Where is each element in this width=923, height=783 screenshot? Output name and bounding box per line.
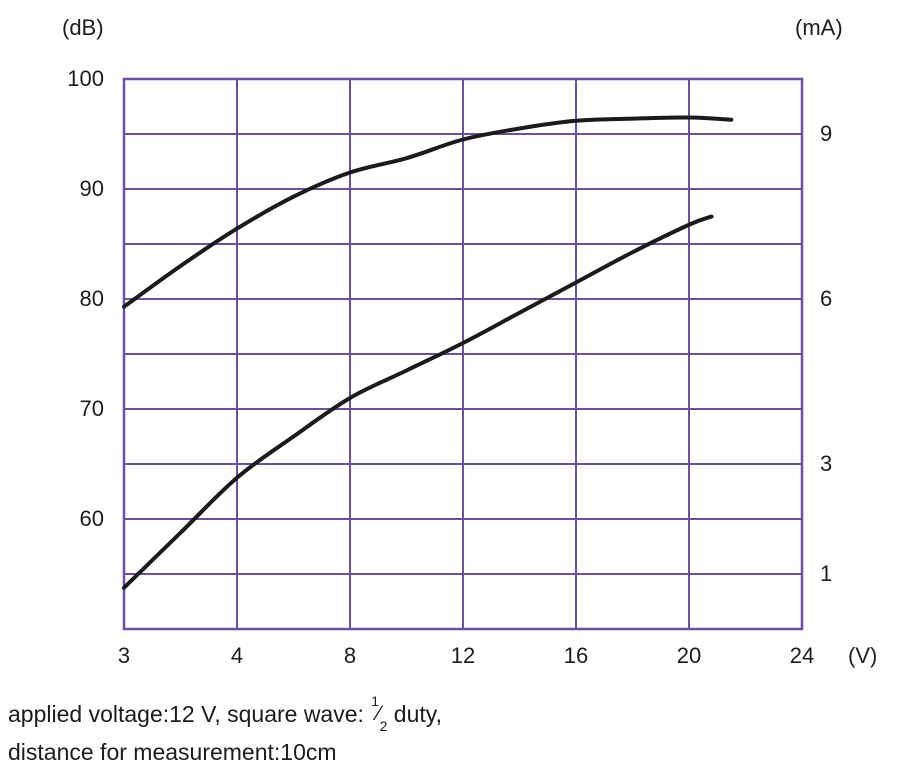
x-tick-8: 8 — [343, 643, 357, 668]
plot-border — [122, 77, 804, 631]
y-right-tick-6: 6 — [820, 286, 833, 311]
x-tick-16: 16 — [563, 643, 589, 668]
y-left-tick-90: 90 — [79, 176, 104, 201]
curve-current-consumption-mA — [122, 214, 714, 590]
caption-text-after-fraction: duty, — [387, 701, 442, 727]
fraction-numerator: 1 — [371, 693, 380, 710]
x-tick-4: 4 — [230, 643, 244, 668]
caption-line-1: applied voltage:12 V, square wave: 1⁄2 d… — [8, 694, 442, 734]
y-left-tick-60: 60 — [79, 506, 104, 531]
y-right-tick-3: 3 — [820, 451, 833, 476]
x-tick-3: 3 — [117, 643, 131, 668]
right-axis-unit-label: (mA) — [795, 15, 843, 40]
fraction-denominator: 2 — [379, 717, 388, 734]
y-right-tick-9: 9 — [820, 121, 833, 146]
x-tick-20: 20 — [676, 643, 702, 668]
plot-area — [122, 77, 804, 631]
y-left-tick-100: 100 — [67, 66, 104, 91]
fraction-slash-icon: ⁄ — [377, 702, 381, 725]
left-axis-unit-label: (dB) — [62, 15, 104, 40]
y-right-tick-1: 1 — [820, 561, 833, 586]
y-left-tick-70: 70 — [79, 396, 104, 421]
x-tick-12: 12 — [450, 643, 476, 668]
curve-sound-pressure-level-dB — [122, 115, 734, 309]
caption-line-2: distance for measurement:10cm — [8, 739, 337, 765]
caption-text-before-fraction: applied voltage:12 V, square wave: — [8, 701, 371, 727]
one-half-fraction: 1⁄2 — [370, 694, 387, 732]
x-tick-24: 24 — [789, 643, 815, 668]
chart-caption: applied voltage:12 V, square wave: 1⁄2 d… — [8, 694, 442, 770]
grid-lines — [123, 78, 803, 630]
y-left-tick-80: 80 — [79, 286, 104, 311]
x-axis-unit-label: (V) — [848, 643, 878, 668]
